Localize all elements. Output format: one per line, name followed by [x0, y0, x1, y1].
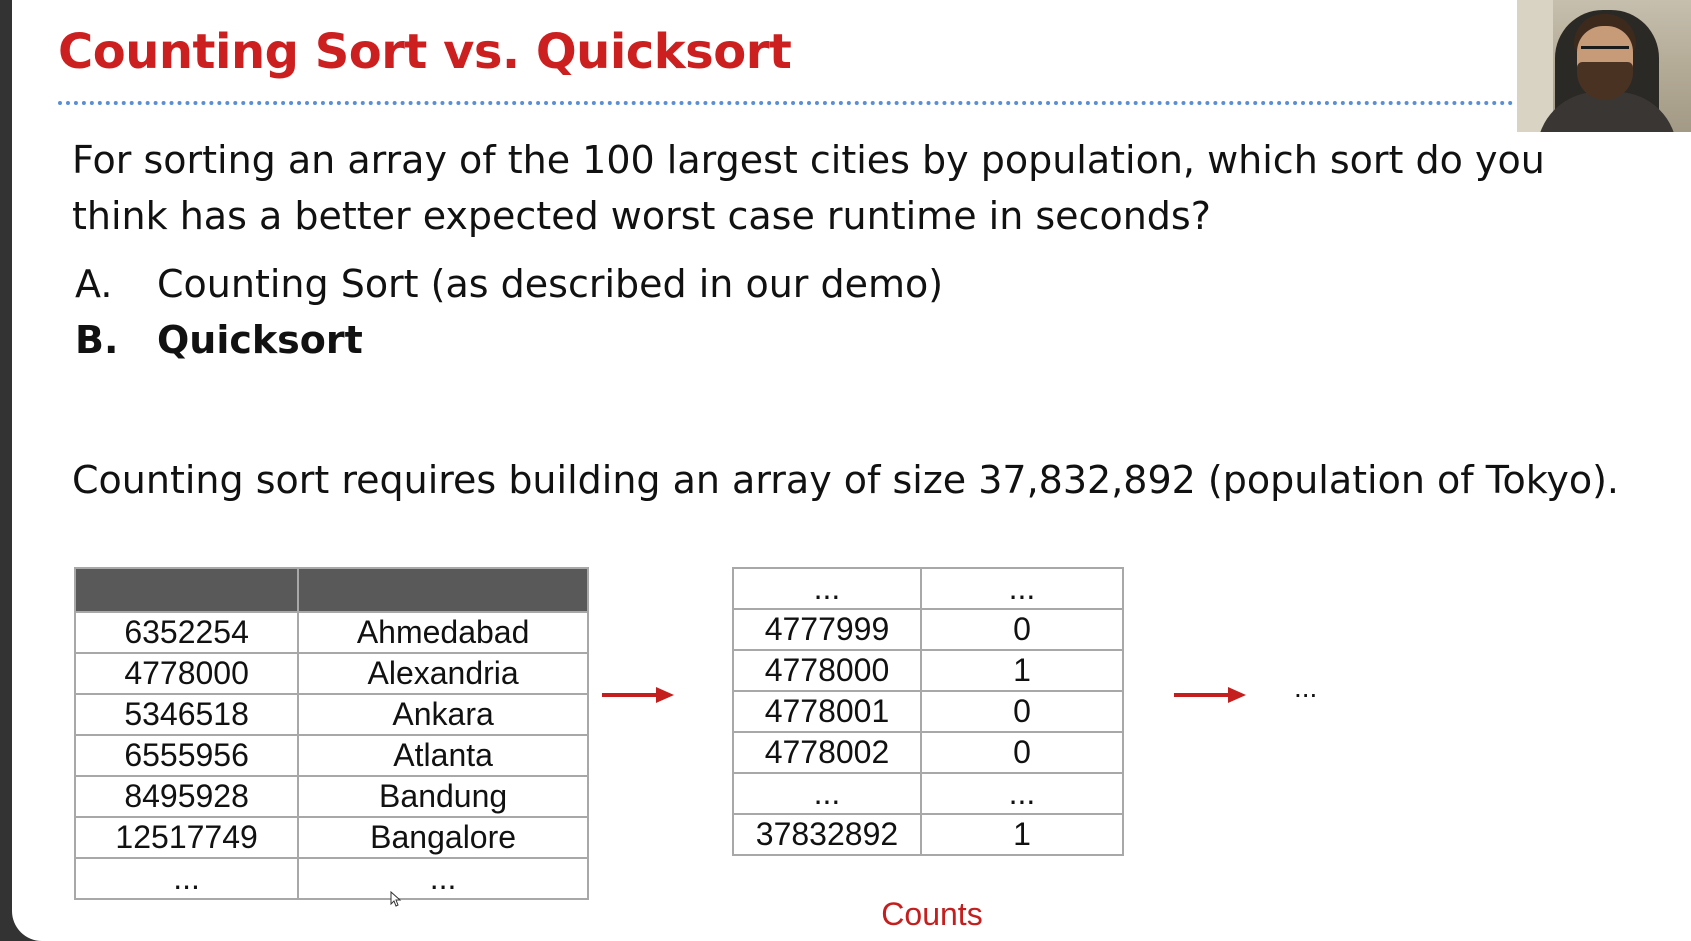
count-value-cell: 1 [919, 813, 1125, 856]
table-row: ... ... [732, 567, 1125, 610]
option-a-text: Counting Sort (as described in our demo) [157, 262, 944, 306]
count-index-cell: 4778001 [732, 690, 922, 733]
table-row: 6352254 Ahmedabad [73, 611, 589, 654]
cities-table: 6352254 Ahmedabad 4778000 Alexandria 534… [73, 567, 589, 900]
option-b-text: Quicksort [157, 318, 363, 362]
population-cell: 12517749 [73, 816, 300, 859]
trailing-ellipsis: ... [1294, 672, 1318, 703]
cities-header-city [297, 567, 589, 613]
counts-label: Counts [881, 896, 983, 932]
city-cell: Bandung [297, 775, 589, 818]
title-divider [58, 101, 1514, 105]
slide-title: Counting Sort vs. Quicksort [58, 24, 792, 80]
population-cell: 4778000 [73, 652, 300, 695]
table-row: 4777999 0 [732, 608, 1125, 651]
city-cell: Ahmedabad [297, 611, 589, 654]
right-arrow-icon [1174, 687, 1246, 703]
option-b: B. Quicksort [75, 312, 943, 368]
table-row: 5346518 Ankara [73, 693, 589, 736]
count-index-cell: 4777999 [732, 608, 922, 651]
count-value-cell: 0 [919, 608, 1125, 651]
count-index-cell: 37832892 [732, 813, 922, 856]
table-row: 4778000 Alexandria [73, 652, 589, 695]
option-b-letter: B. [75, 318, 119, 362]
presenter-webcam [1517, 0, 1691, 132]
table-row: 37832892 1 [732, 813, 1125, 856]
option-a: A. Counting Sort (as described in our dem… [75, 256, 943, 312]
table-row: 4778000 1 [732, 649, 1125, 692]
population-cell: 5346518 [73, 693, 300, 736]
count-value-cell: 1 [919, 649, 1125, 692]
table-row: 4778002 0 [732, 731, 1125, 774]
note-text: Counting sort requires building an array… [72, 458, 1619, 502]
population-cell: 6555956 [73, 734, 300, 777]
city-cell: Bangalore [297, 816, 589, 859]
population-cell: 6352254 [73, 611, 300, 654]
count-index-cell: 4778000 [732, 649, 922, 692]
table-row: 4778001 0 [732, 690, 1125, 733]
option-a-letter: A. [75, 262, 113, 306]
question-text: For sorting an array of the 100 largest … [72, 138, 1545, 238]
cities-header-population [73, 567, 300, 613]
count-value-cell: 0 [919, 731, 1125, 774]
cities-header-row [73, 567, 589, 613]
city-cell: Alexandria [297, 652, 589, 695]
count-index-cell: ... [732, 772, 922, 815]
city-cell: Atlanta [297, 734, 589, 777]
right-arrow-icon [602, 687, 674, 703]
count-value-cell: 0 [919, 690, 1125, 733]
table-row: ... ... [732, 772, 1125, 815]
answer-options: A. Counting Sort (as described in our dem… [75, 256, 943, 368]
table-row: 6555956 Atlanta [73, 734, 589, 777]
mouse-pointer-icon [390, 891, 402, 907]
count-value-cell: ... [919, 772, 1125, 815]
table-row: 12517749 Bangalore [73, 816, 589, 859]
slide: Counting Sort vs. Quicksort For sorting … [12, 0, 1691, 941]
table-row: ... ... [73, 857, 589, 900]
count-index-cell: ... [732, 567, 922, 610]
count-value-cell: ... [919, 567, 1125, 610]
city-cell: Ankara [297, 693, 589, 736]
table-row: 8495928 Bandung [73, 775, 589, 818]
counts-table: ... ... 4777999 0 4778000 1 4778001 0 47… [732, 567, 1125, 856]
city-cell: ... [297, 857, 589, 900]
population-cell: 8495928 [73, 775, 300, 818]
population-cell: ... [73, 857, 300, 900]
count-index-cell: 4778002 [732, 731, 922, 774]
